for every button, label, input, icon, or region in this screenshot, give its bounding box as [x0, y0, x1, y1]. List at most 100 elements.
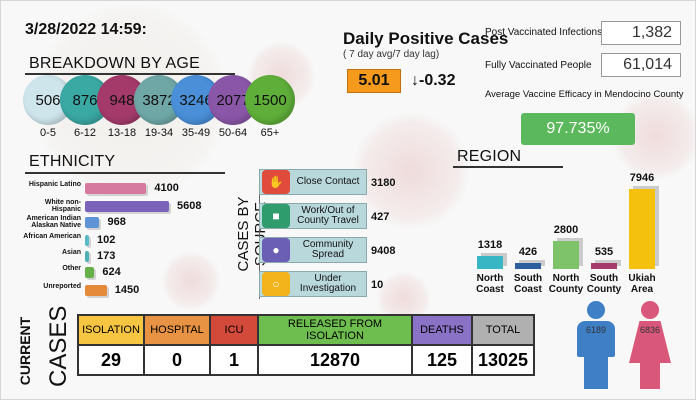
current-cases-header-cell: ISOLATION	[77, 314, 145, 346]
age-label: 35-49	[181, 127, 211, 139]
male-legs	[584, 355, 608, 389]
source-item: ■ Work/Out of County Travel	[259, 203, 367, 229]
cases-by-source-title: CASES BY SOURCE	[235, 196, 269, 272]
region-bar	[515, 263, 541, 269]
post-vaccinated-label: Post Vaccinated Infections	[485, 27, 603, 38]
source-value: 427	[371, 211, 390, 223]
ethnicity-title-underline	[25, 172, 225, 174]
report-date: 3/28/2022 14:59:	[25, 21, 147, 38]
car-icon: ■	[262, 204, 290, 228]
source-label: Community Spread	[302, 239, 354, 260]
male-figure-icon: 6189	[571, 301, 621, 389]
current-cases-value-cell: 125	[411, 344, 473, 376]
ethnicity-label: African American	[23, 233, 81, 240]
source-label: Under Investigation	[299, 273, 357, 294]
current-cases-value-cell: 13025	[471, 344, 535, 376]
virus-watermark-icon	[351, 111, 471, 231]
source-label: Close Contact	[296, 176, 360, 187]
ethnicity-value: 624	[102, 266, 121, 278]
daily-positive-title: Daily Positive Cases	[343, 29, 509, 48]
current-cases-value-cell: 0	[143, 344, 211, 376]
current-cases-header-cell: HOSPITAL	[143, 314, 211, 346]
ethnicity-label: Hispanic Latino	[28, 181, 81, 188]
age-label: 0-5	[40, 127, 56, 139]
region-value: 2800	[553, 223, 579, 236]
ethnicity-label: Unreported	[43, 283, 81, 290]
people-icon: ●	[262, 238, 290, 262]
ethnicity-value: 173	[97, 250, 116, 262]
age-label: 19-34	[144, 127, 174, 139]
source-item: ● Community Spread	[259, 237, 367, 263]
current-cases-title-b: CASES	[45, 305, 72, 387]
ethnicity-label: White non-Hispanic	[44, 199, 81, 213]
age-section-title: BREAKDOWN BY AGE	[29, 55, 200, 72]
source-value: 3180	[371, 177, 396, 189]
region-value: 426	[518, 246, 538, 258]
age-circle: 1500	[245, 75, 295, 125]
region-value: 535	[594, 246, 614, 258]
magnifier-icon: ○	[262, 272, 290, 296]
ethnicity-value: 4100	[154, 182, 179, 194]
ethnicity-value: 1450	[114, 284, 140, 296]
current-cases-table: ISOLATION HOSPITAL ICU RELEASED FROM ISOLAT…	[77, 314, 535, 376]
source-item: ✋ Close Contact	[259, 169, 367, 195]
male-head	[587, 301, 605, 319]
ethnicity-bar	[85, 235, 89, 246]
female-figure-icon: 6836	[625, 301, 675, 389]
current-cases-header-cell: ICU	[209, 314, 259, 346]
fully-vaccinated-value: 61,014	[601, 53, 681, 77]
current-cases-header-row: ISOLATION HOSPITAL ICU RELEASED FROM ISOLAT…	[77, 314, 535, 346]
ethnicity-label: Asian	[61, 249, 81, 256]
virus-watermark-icon	[161, 251, 221, 311]
ethnicity-bar	[85, 201, 169, 212]
region-label: North Coast	[476, 273, 504, 295]
ethnicity-bar	[85, 183, 147, 194]
current-cases-header-cell: DEATHS	[411, 314, 473, 346]
female-count: 6836	[639, 325, 661, 335]
female-legs	[640, 361, 660, 389]
ethnicity-bar	[85, 285, 107, 296]
source-value: 10	[371, 279, 384, 291]
current-cases-value-cell: 29	[77, 344, 145, 376]
current-cases-header-cell: RELEASED FROM ISOLATION	[257, 314, 413, 346]
region-label: Ukiah Area	[628, 273, 656, 295]
ethnicity-section-title: ETHNICITY	[29, 153, 116, 170]
fully-vaccinated-label: Fully Vaccinated People	[485, 60, 592, 71]
ethnicity-label: Other	[62, 265, 81, 272]
ethnicity-value: 968	[107, 216, 126, 228]
ethnicity-value: 5608	[177, 200, 202, 212]
current-cases-value-row: 29 0 1 12870 125 13025	[77, 344, 535, 376]
handshake-icon: ✋	[262, 170, 290, 194]
region-label: South Coast	[513, 273, 543, 295]
region-bar	[629, 189, 655, 269]
age-label: 50-64	[218, 127, 248, 139]
post-vaccinated-value: 1,382	[601, 21, 681, 45]
daily-positive-subtitle: ( 7 day avg/7 day lag)	[343, 49, 440, 60]
current-cases-value-cell: 12870	[257, 344, 413, 376]
region-label: North County	[548, 273, 584, 295]
ethnicity-bar	[85, 251, 89, 262]
region-title-underline	[453, 166, 563, 168]
region-section-title: REGION	[457, 148, 522, 165]
ethnicity-label: American Indian Alaskan Native	[26, 215, 81, 229]
region-label: South County	[586, 273, 622, 295]
region-value: 7946	[629, 172, 655, 184]
source-item: ○ Under Investigation	[259, 271, 367, 297]
current-cases-value-cell: 1	[209, 344, 259, 376]
female-head	[641, 301, 659, 319]
region-value: 1318	[477, 238, 503, 251]
age-label: 13-18	[107, 127, 137, 139]
ethnicity-bar	[85, 217, 100, 228]
source-label: Work/Out of County Travel	[297, 205, 359, 226]
ethnicity-bar	[85, 267, 95, 278]
age-label: 6-12	[73, 127, 97, 139]
daily-positive-value: 5.01	[347, 69, 401, 93]
region-bar	[477, 255, 503, 269]
male-count: 6189	[585, 325, 607, 335]
current-cases-title-a: CURRENT	[17, 316, 33, 386]
age-label: 65+	[260, 127, 280, 139]
current-cases-header-cell: TOTAL	[471, 314, 535, 346]
vaccine-efficacy-label: Average Vaccine Efficacy in Mendocino Co…	[485, 89, 684, 100]
vaccine-efficacy-value: 97.735%	[521, 113, 635, 145]
